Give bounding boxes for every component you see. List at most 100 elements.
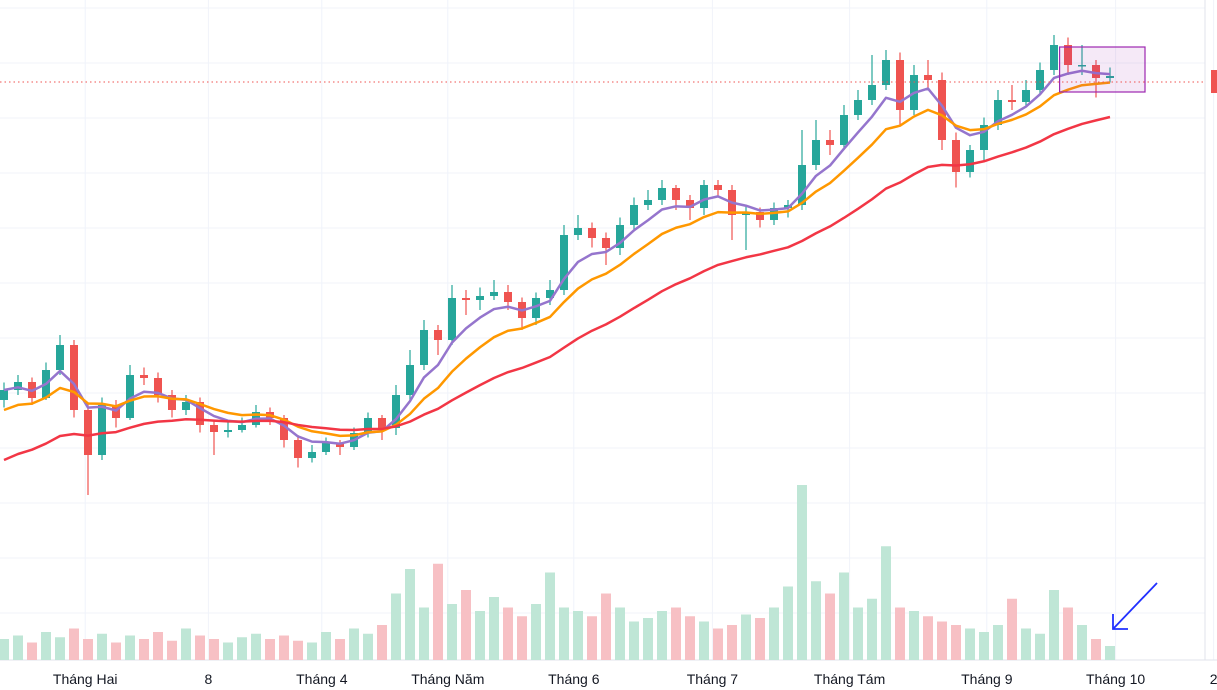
volume-bar	[657, 611, 667, 660]
candle-down	[1092, 65, 1100, 78]
volume-bar	[391, 593, 401, 660]
volume-bar	[1063, 607, 1073, 660]
candle-up	[868, 85, 876, 100]
volume-bar	[307, 642, 317, 660]
time-tick-label: Tháng 10	[1086, 671, 1145, 687]
volume-bar	[545, 572, 555, 660]
volume-bar	[503, 607, 513, 660]
volume-bar	[769, 607, 779, 660]
volume-bar	[979, 632, 989, 660]
volume-bar	[1021, 628, 1031, 660]
volume-bar	[475, 611, 485, 660]
volume-bar	[839, 572, 849, 660]
candle-down	[434, 330, 442, 340]
volume-bar	[517, 616, 527, 660]
time-tick-label: Tháng 4	[296, 671, 348, 687]
volume-bar	[41, 632, 51, 660]
volume-bar	[125, 635, 135, 660]
candle-down	[952, 140, 960, 172]
volume-bar	[741, 614, 751, 660]
volume-bar	[293, 640, 303, 660]
candle-up	[560, 235, 568, 290]
volume-bar	[965, 628, 975, 660]
volume-bar	[853, 607, 863, 660]
volume-bar	[55, 637, 65, 660]
candle-up	[700, 185, 708, 208]
volume-bar	[209, 639, 219, 660]
time-tick-label: Tháng Năm	[411, 671, 484, 687]
candle-up	[420, 330, 428, 365]
candle-up	[574, 228, 582, 235]
candle-down	[938, 80, 946, 140]
candle-up	[308, 452, 316, 458]
volume-bar	[1077, 625, 1087, 660]
candle-down	[196, 402, 204, 425]
candle-up	[476, 296, 484, 300]
volume-bar	[531, 604, 541, 660]
time-axis[interactable]: Tháng Hai 8 Tháng 4 Tháng Năm Tháng 6 Tháng 7…	[53, 671, 1217, 687]
moving-averages	[3, 69, 1111, 462]
volume-bar	[1049, 590, 1059, 660]
volume-bar	[195, 635, 205, 660]
volume-bar	[1105, 646, 1115, 660]
volume-bar	[727, 625, 737, 660]
volume-bar	[685, 616, 695, 660]
time-tick-label: Tháng 9	[961, 671, 1013, 687]
candle-up	[980, 125, 988, 150]
candle-down	[168, 395, 176, 410]
volume-bar	[881, 546, 891, 660]
volume-bar	[699, 621, 709, 660]
candle-up	[854, 100, 862, 115]
volume-bar	[405, 569, 415, 660]
candle-up	[182, 402, 190, 410]
volume-bar	[321, 632, 331, 660]
volume-bar	[825, 593, 835, 660]
volume-bar	[83, 639, 93, 660]
annotations[interactable]	[0, 46, 1217, 630]
candle-down	[756, 212, 764, 220]
volume-bar	[629, 621, 639, 660]
volume-bar	[97, 633, 107, 660]
volume-bar	[615, 607, 625, 660]
time-tick-label: 8	[205, 671, 213, 687]
volume-bar	[489, 597, 499, 660]
candles	[0, 35, 1114, 495]
time-tick-label: 2	[1210, 671, 1217, 687]
volume-bar	[153, 632, 163, 660]
volume-bar	[783, 586, 793, 660]
volume-bar	[1007, 598, 1017, 660]
candle-up	[1078, 65, 1086, 67]
candle-down	[462, 298, 470, 300]
volume-bar	[433, 563, 443, 660]
candle-up	[1106, 76, 1114, 78]
candle-up	[224, 430, 232, 432]
candle-up	[14, 382, 22, 390]
candle-down	[686, 200, 694, 208]
candle-up	[1022, 90, 1030, 102]
volume-bar	[181, 628, 191, 660]
volume-bar	[811, 581, 821, 660]
candle-up	[448, 298, 456, 340]
candle-up	[126, 375, 134, 418]
time-tick-label: Tháng Tám	[814, 671, 885, 687]
volume-bar	[349, 628, 359, 660]
volume-bar	[671, 607, 681, 660]
volume-bar	[559, 607, 569, 660]
volume-bar	[223, 642, 233, 660]
candle-down	[210, 425, 218, 432]
candle-up	[238, 425, 246, 430]
candle-up	[98, 405, 106, 455]
volume-bar	[1091, 639, 1101, 660]
volume-bar	[279, 635, 289, 660]
candle-up	[840, 115, 848, 145]
candle-down	[826, 140, 834, 145]
volume-bars	[0, 485, 1115, 660]
candle-down	[378, 418, 386, 428]
volume-bar	[335, 639, 345, 660]
volume-bar	[251, 633, 261, 660]
candle-up	[882, 60, 890, 85]
volume-bar	[643, 618, 653, 660]
candle-up	[1036, 70, 1044, 90]
candle-up	[364, 418, 372, 433]
